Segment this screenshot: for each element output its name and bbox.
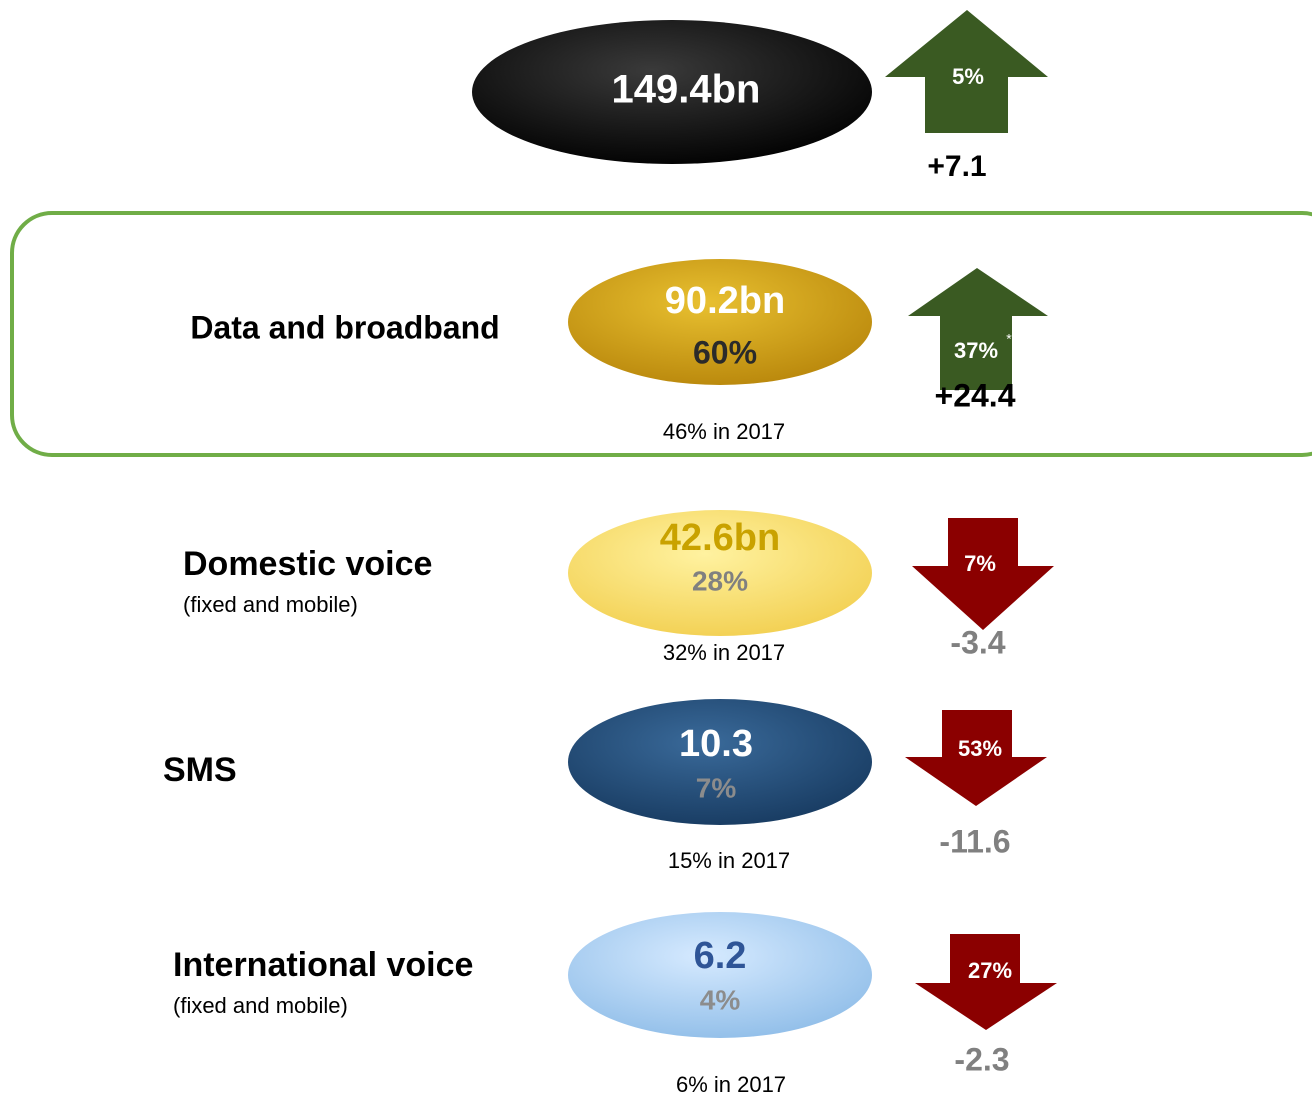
row-change: -2.3: [954, 1041, 1009, 1077]
row-ellipse: [568, 510, 872, 636]
row-change: -3.4: [950, 624, 1005, 660]
total-value: 149.4bn: [612, 68, 761, 112]
footnote-mark: *: [1006, 331, 1012, 347]
row-ellipse: [568, 912, 872, 1038]
row-share: 28%: [692, 565, 748, 596]
row-sublabel: (fixed and mobile): [173, 993, 348, 1018]
total-change: +7.1: [927, 150, 986, 183]
total-change-pct: 5%: [952, 64, 984, 89]
up-arrow: [885, 10, 1048, 133]
row-label: International voice: [173, 946, 473, 984]
row-change-pct: 53%: [958, 736, 1002, 761]
row-change-pct: 37%: [954, 338, 998, 363]
down-arrow: [915, 934, 1057, 1030]
row-change: -11.6: [939, 823, 1010, 859]
row-value: 6.2: [694, 935, 747, 977]
row-prior: 32% in 2017: [663, 640, 785, 665]
row-share: 7%: [696, 772, 737, 803]
highlight-box: [10, 211, 1312, 457]
row-value: 42.6bn: [660, 517, 780, 559]
row-prior: 46% in 2017: [663, 419, 785, 444]
row-label: SMS: [163, 751, 237, 789]
down-arrow: [912, 518, 1054, 630]
row-label: Domestic voice: [183, 545, 432, 583]
row-change: +24.4: [935, 377, 1016, 413]
row-prior: 6% in 2017: [676, 1072, 786, 1097]
row-value: 10.3: [679, 723, 753, 765]
row-ellipse: [568, 699, 872, 825]
row-change-pct: 7%: [964, 551, 996, 576]
row-ellipse: [568, 259, 872, 385]
row-share: 60%: [693, 334, 757, 370]
row-sublabel: (fixed and mobile): [183, 592, 358, 617]
down-arrow: [905, 710, 1047, 806]
row-change-pct: 27%: [968, 958, 1012, 983]
row-share: 4%: [700, 984, 741, 1015]
total-ellipse: [472, 20, 872, 164]
up-arrow: [908, 268, 1048, 390]
row-value: 90.2bn: [665, 280, 785, 322]
row-label: Data and broadband: [190, 309, 499, 345]
row-prior: 15% in 2017: [668, 848, 790, 873]
